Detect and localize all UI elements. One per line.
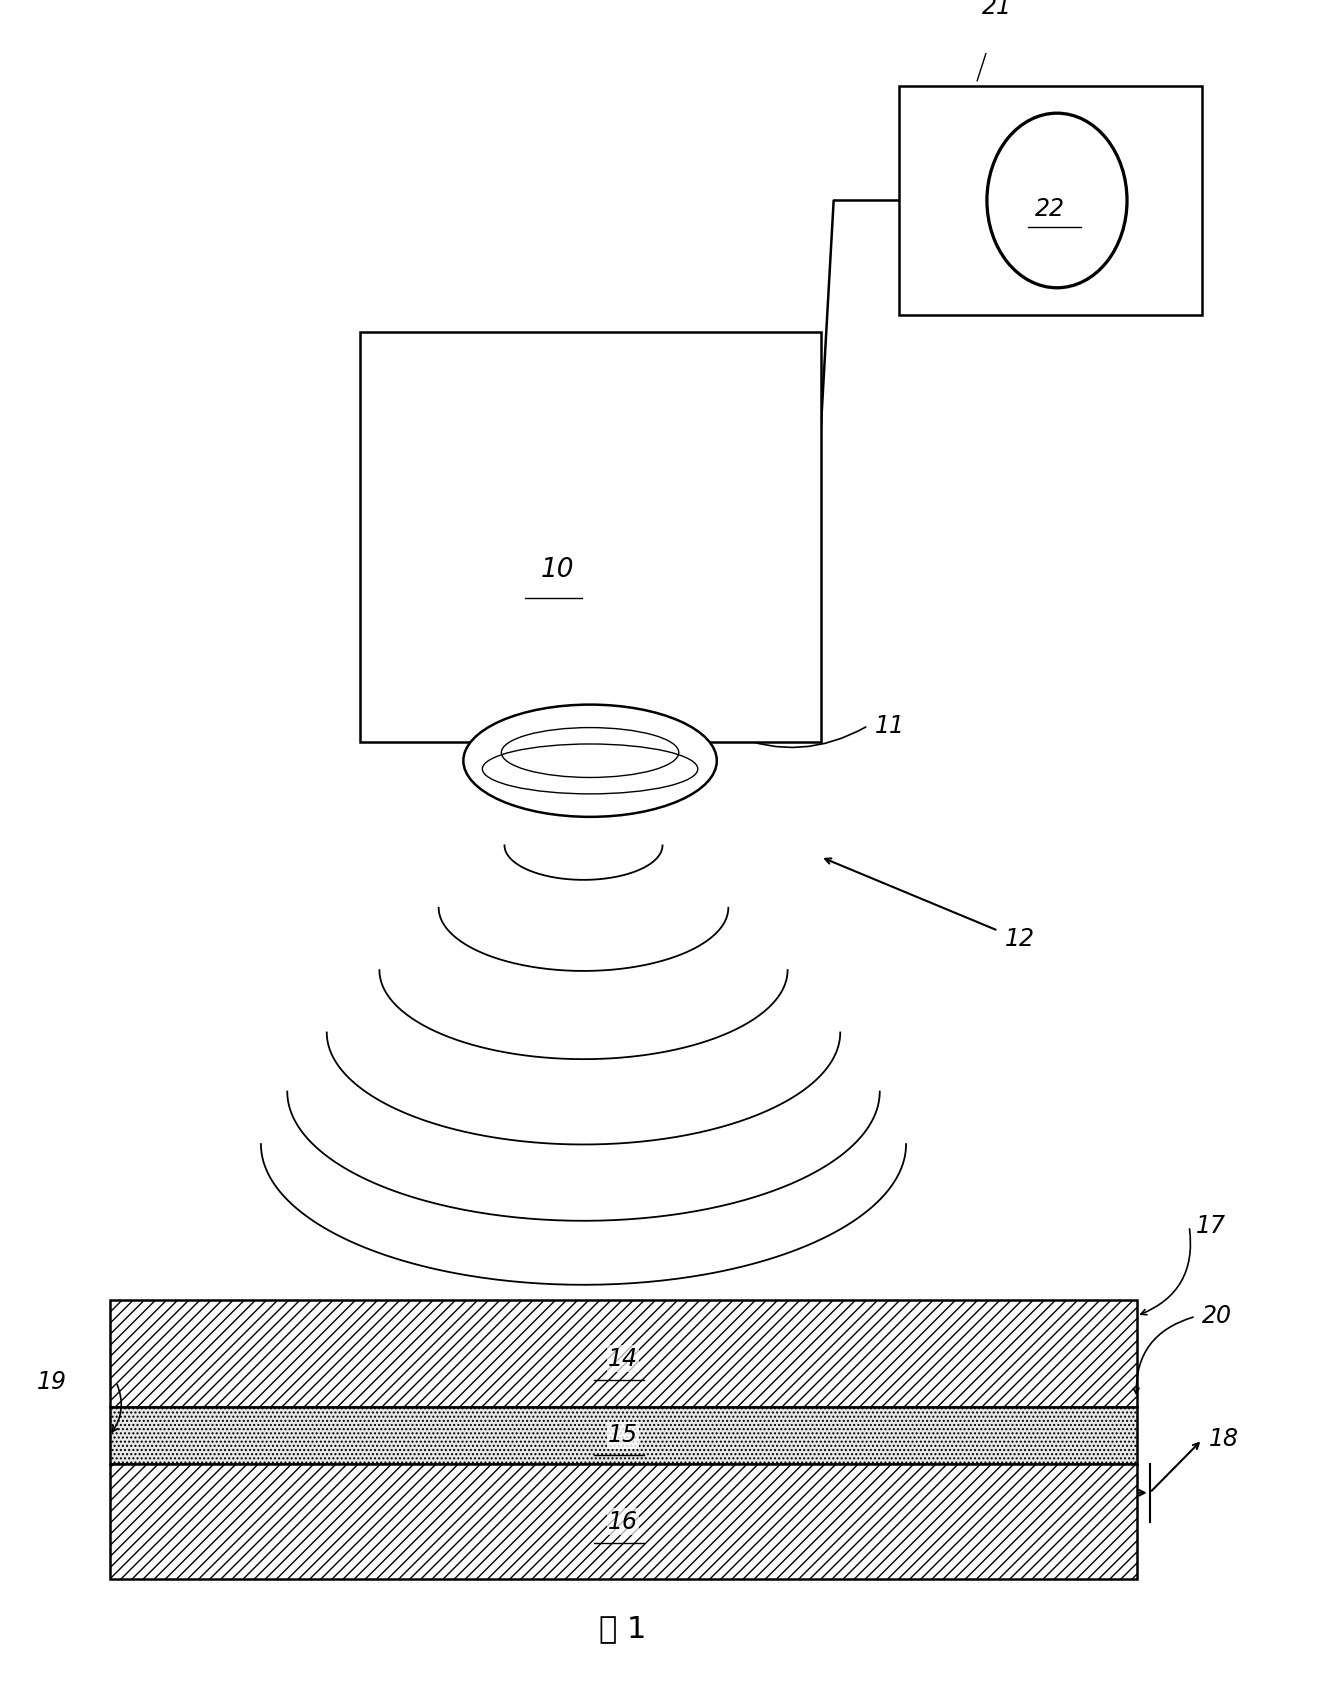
Bar (110, 1301, 1137, 1406)
Text: 20: 20 (1202, 1304, 1232, 1328)
Text: 17: 17 (1195, 1214, 1226, 1238)
Bar (359, 331, 820, 742)
Text: 18: 18 (1208, 1428, 1239, 1452)
Text: 14: 14 (608, 1347, 639, 1370)
Text: 21: 21 (982, 0, 1012, 19)
Circle shape (987, 114, 1128, 287)
Ellipse shape (464, 705, 717, 817)
Text: 16: 16 (608, 1510, 639, 1533)
Text: 10: 10 (541, 557, 575, 582)
Text: 15: 15 (608, 1423, 639, 1447)
Bar (900, 85, 1202, 316)
Text: 图 1: 图 1 (599, 1613, 647, 1642)
Text: 22: 22 (1035, 197, 1065, 221)
Bar (110, 1406, 1137, 1464)
Text: 12: 12 (1004, 927, 1035, 951)
Bar (110, 1464, 1137, 1579)
Text: 19: 19 (37, 1370, 68, 1394)
Text: 11: 11 (874, 713, 905, 737)
